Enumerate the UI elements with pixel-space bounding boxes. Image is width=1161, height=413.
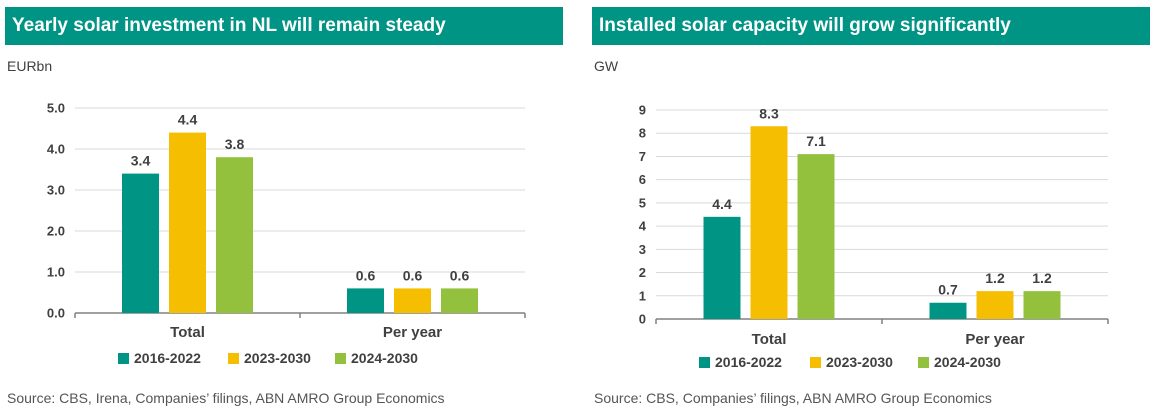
bar [703,216,741,319]
data-label: 0.7 [938,282,958,298]
bar [169,132,206,313]
data-label: 1.2 [1032,270,1052,286]
legend-swatch [918,357,929,368]
data-label: 4.4 [178,112,198,128]
data-label: 0.6 [450,267,470,283]
legend-label: 2016-2022 [715,354,782,370]
legend-label: 2023-2030 [826,354,893,370]
y-tick-label: 9 [639,103,646,118]
data-label: 3.4 [131,153,151,169]
x-category-label: Per year [383,324,442,341]
data-label: 0.6 [403,267,423,283]
chart-panel-capacity: Installed solar capacity will grow signi… [592,0,1152,413]
legend-swatch [699,357,710,368]
legend-label: 2016-2022 [134,350,201,366]
chart-title: Installed solar capacity will grow signi… [592,7,1150,45]
bar [750,126,788,319]
y-tick-label: 2 [639,265,646,280]
y-axis-unit: EURbn [7,58,53,74]
source-note: Source: CBS, Companies’ filings, ABN AMR… [594,390,992,406]
bar [441,288,478,313]
legend-swatch [335,353,346,364]
data-label: 7.1 [806,133,826,149]
data-label: 3.8 [225,136,245,152]
bar [976,291,1014,319]
x-category-label: Total [752,331,787,348]
data-label: 8.3 [759,105,779,121]
bar [929,302,967,319]
y-tick-label: 7 [639,149,646,164]
bar [1023,291,1061,319]
bar [122,173,159,313]
bar-chart-capacity: 0 1 2 3 4 5 6 7 8 9 4.4 8.3 7.1 Total 0.7 1.2 1.2 Per yea… [639,103,1109,370]
y-tick-label: 6 [639,172,646,187]
bar [797,154,835,319]
y-tick-label: 1.0 [47,265,65,280]
bar [216,157,253,313]
y-tick-label: 4.0 [47,142,65,157]
y-tick-label: 4 [639,219,647,234]
legend-swatch [118,353,129,364]
y-tick-label: 5 [639,195,646,210]
y-tick-label: 3 [639,242,646,257]
x-category-label: Total [170,324,205,341]
bar-chart-investment: 0.0 1.0 2.0 3.0 4.0 5.0 3.4 4.4 3.8 Total 0.6 0.6 0.… [47,101,526,366]
legend-label: 2023-2030 [244,350,311,366]
x-category-label: Per year [965,331,1024,348]
bar [394,288,431,313]
y-tick-label: 2.0 [47,224,65,239]
y-axis-unit: GW [594,58,619,74]
data-label: 1.2 [985,270,1005,286]
legend-swatch [228,353,239,364]
legend-swatch [810,357,821,368]
chart-panel-investment: Yearly solar investment in NL will remai… [5,0,565,413]
y-tick-label: 3.0 [47,183,65,198]
y-tick-label: 1 [639,288,646,303]
y-tick-label: 5.0 [47,101,65,116]
legend-label: 2024-2030 [934,354,1001,370]
y-tick-label: 0 [639,312,646,327]
data-label: 4.4 [712,196,732,212]
bar [347,288,384,313]
chart-title: Yearly solar investment in NL will remai… [5,7,563,45]
data-label: 0.6 [356,267,376,283]
y-tick-label: 8 [639,126,646,141]
source-note: Source: CBS, Irena, Companies’ filings, … [7,390,445,406]
legend-label: 2024-2030 [351,350,418,366]
y-tick-label: 0.0 [47,306,65,321]
